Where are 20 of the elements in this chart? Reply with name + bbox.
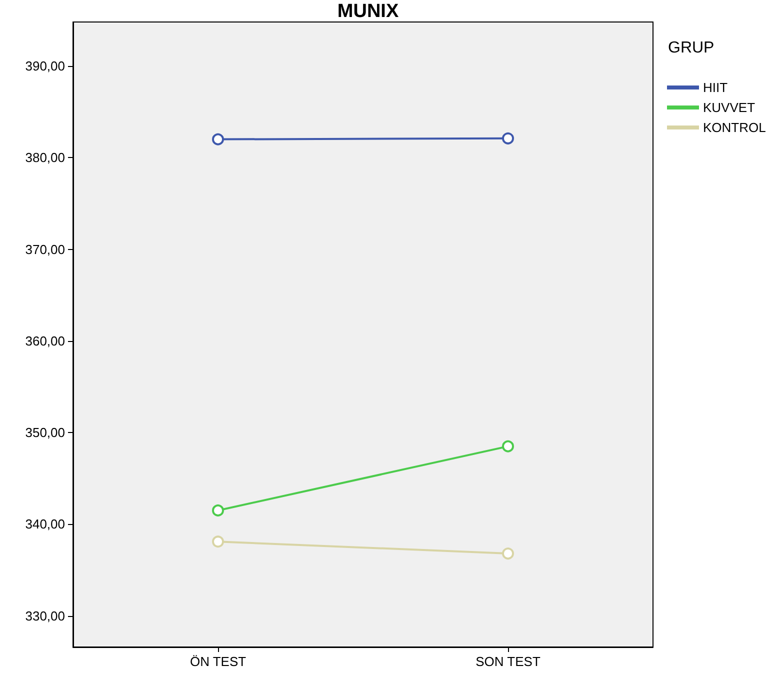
y-tick-label: 380,00 xyxy=(25,150,65,166)
y-tick-label: 330,00 xyxy=(25,608,65,624)
legend-label: KUVVET xyxy=(703,100,756,115)
chart-title: MUNIX xyxy=(337,1,399,22)
point xyxy=(212,536,224,548)
y-tick-label: 350,00 xyxy=(25,425,65,440)
x-tick-label: SON TEST xyxy=(476,654,540,669)
legend-label: KONTROL xyxy=(703,120,766,135)
point xyxy=(502,548,514,560)
point xyxy=(502,132,514,144)
legend-label: HIIT xyxy=(703,80,728,95)
legend-title: GRUP xyxy=(668,40,714,56)
x-tick-label: ÖN TEST xyxy=(190,654,246,669)
point xyxy=(212,133,224,146)
point xyxy=(212,504,224,516)
y-tick-label: 390,00 xyxy=(25,58,65,74)
point xyxy=(502,440,514,452)
y-tick-label: 360,00 xyxy=(25,333,65,348)
y-tick-label: 340,00 xyxy=(25,516,65,532)
y-tick-label: 370,00 xyxy=(25,242,65,257)
